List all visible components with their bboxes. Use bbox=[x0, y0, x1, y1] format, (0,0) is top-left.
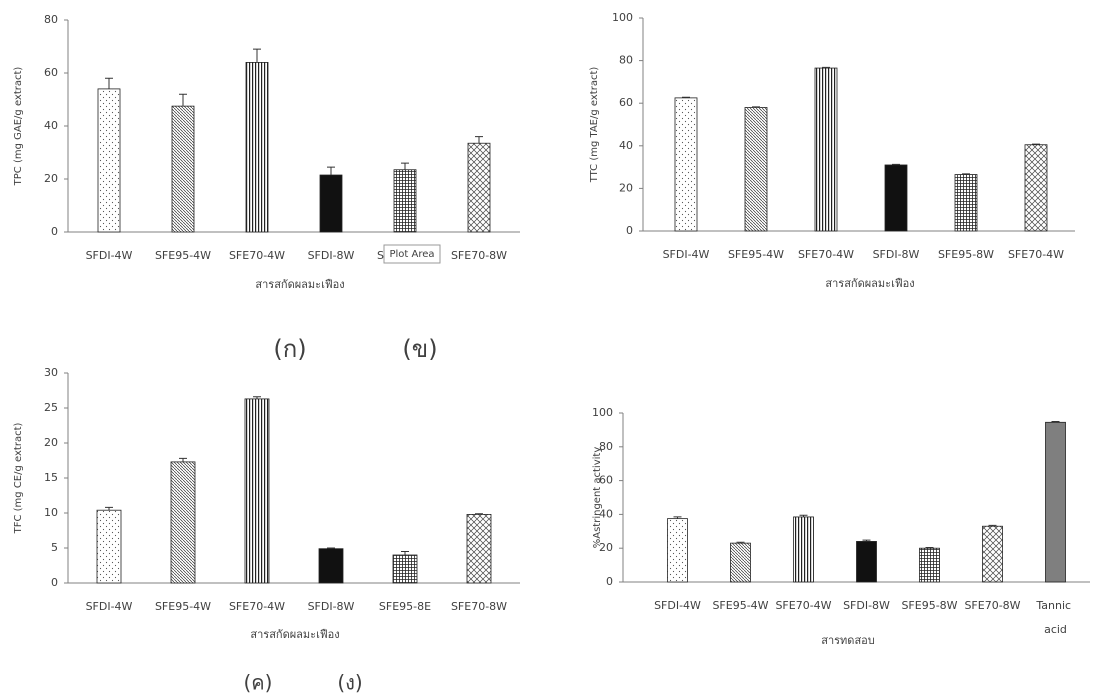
y-tick-label: 60 bbox=[44, 66, 58, 79]
y-tick-label: 0 bbox=[51, 225, 58, 238]
y-tick-label: 80 bbox=[619, 54, 633, 67]
y-tick-label: 0 bbox=[626, 224, 633, 237]
x-tick-label: SFDI-4W bbox=[86, 249, 133, 262]
y-axis-title: TTC (mg TAE/g extract) bbox=[589, 67, 600, 184]
tooltip: Plot Area bbox=[389, 249, 434, 260]
y-tick-label: 30 bbox=[44, 366, 58, 379]
error-bar bbox=[327, 167, 335, 175]
x-axis-title: สารสกัดผลมะเฟือง bbox=[250, 628, 339, 641]
error-bar bbox=[179, 458, 187, 462]
y-tick-label: 0 bbox=[606, 575, 613, 588]
error-bar bbox=[475, 137, 483, 144]
y-tick-label: 20 bbox=[44, 436, 58, 449]
panel-label: (ง) bbox=[337, 671, 362, 695]
bar bbox=[468, 143, 490, 232]
x-tick-label: SFE95-8E bbox=[379, 600, 431, 613]
x-tick-label: SFE70-4W bbox=[1008, 248, 1064, 261]
bar bbox=[245, 399, 269, 583]
page: {"chart_data": [ {"type": "bar", "y_labe… bbox=[0, 0, 1094, 696]
figure: (ก) (ข) (ค) (ง) 0 20 40 60 80 TPC (mg GAE/g e… bbox=[0, 0, 1094, 696]
x-tick-label: SFDI-8W bbox=[873, 248, 920, 261]
bar bbox=[394, 170, 416, 232]
error-bar bbox=[253, 49, 261, 62]
y-tick-label: 100 bbox=[612, 11, 633, 24]
panel-label: (ค) bbox=[244, 671, 273, 695]
x-tick-label: SFE70-4W bbox=[798, 248, 854, 261]
x-tick-label: SFDI-8W bbox=[843, 599, 890, 612]
y-tick-label: 0 bbox=[51, 576, 58, 589]
y-tick-label: 80 bbox=[44, 13, 58, 26]
x-tick-label: SFE70-4W bbox=[229, 600, 285, 613]
error-bar bbox=[401, 552, 409, 556]
bar bbox=[745, 107, 767, 231]
x-axis-title: สารสกัดผลมะเฟือง bbox=[255, 278, 344, 291]
x-tick-label: SFDI-4W bbox=[86, 600, 133, 613]
bar bbox=[98, 89, 120, 232]
chart: 0 5 10 15 20 25 30 TFC (mg CE/g extract) สารสกัด… bbox=[13, 366, 520, 641]
error-bar bbox=[179, 94, 187, 106]
bar bbox=[320, 175, 342, 232]
bar bbox=[920, 548, 940, 582]
bar bbox=[1025, 145, 1047, 231]
y-tick-label: 40 bbox=[44, 119, 58, 132]
x-tick-label: SFE70-4W bbox=[229, 249, 285, 262]
x-tick-label: SFDI-4W bbox=[654, 599, 701, 612]
y-tick-label: 15 bbox=[44, 471, 58, 484]
error-bar bbox=[105, 507, 113, 510]
charts: 0 20 40 60 80 TPC (mg GAE/g extract) สารสกัดผล… bbox=[13, 11, 1090, 647]
x-axis-title: สารสกัดผลมะเฟือง bbox=[825, 277, 914, 290]
bar bbox=[246, 62, 268, 232]
x-tick-label: SFDI-8W bbox=[308, 600, 355, 613]
bar bbox=[857, 541, 877, 582]
bar bbox=[393, 555, 417, 583]
x-tick-label: SFE95-4W bbox=[155, 249, 211, 262]
bar bbox=[983, 526, 1003, 582]
y-tick-label: 20 bbox=[44, 172, 58, 185]
x-tick-label: SFE70-4W bbox=[775, 599, 831, 612]
bar bbox=[467, 514, 491, 583]
bar bbox=[731, 543, 751, 582]
x-tick-label: SFDI-8W bbox=[308, 249, 355, 262]
bar bbox=[794, 517, 814, 582]
chart: 0 20 40 60 80 TPC (mg GAE/g extract) สารสกัดผล… bbox=[13, 13, 520, 291]
y-tick-label: 20 bbox=[619, 181, 633, 194]
bar bbox=[955, 175, 977, 231]
bar bbox=[885, 165, 907, 231]
bar bbox=[1046, 422, 1066, 582]
x-tick-label: SFE95-8W bbox=[938, 248, 994, 261]
bar bbox=[172, 106, 194, 232]
bar bbox=[171, 462, 195, 583]
x-tick-label: SFE70-8W bbox=[964, 599, 1020, 612]
chart: 0 20 40 60 80 100 TTC (mg TAE/g extract) สารสกั… bbox=[589, 11, 1075, 290]
bar bbox=[675, 98, 697, 231]
y-tick-label: 25 bbox=[44, 401, 58, 414]
y-tick-label: 60 bbox=[619, 96, 633, 109]
bar bbox=[668, 519, 688, 582]
bar bbox=[815, 68, 837, 231]
panel-label: (ข) bbox=[402, 335, 437, 363]
y-tick-label: 10 bbox=[44, 506, 58, 519]
x-tick-label: Tannic acid bbox=[1035, 599, 1074, 636]
y-tick-label: 5 bbox=[51, 541, 58, 554]
y-axis-title: TPC (mg GAE/g extract) bbox=[13, 67, 24, 187]
x-tick-label: SFE95-4W bbox=[712, 599, 768, 612]
x-tick-label: SFDI-4W bbox=[663, 248, 710, 261]
error-bar bbox=[105, 78, 113, 89]
x-tick-label: SFE70-8W bbox=[451, 249, 507, 262]
bar bbox=[97, 510, 121, 583]
x-tick-label: SFE70-8W bbox=[451, 600, 507, 613]
panel-label: (ก) bbox=[273, 335, 306, 363]
x-axis-title: สารทดสอบ bbox=[821, 634, 875, 647]
x-tick-label: SFE95-8W bbox=[901, 599, 957, 612]
y-axis-title: TFC (mg CE/g extract) bbox=[13, 423, 24, 535]
y-tick-label: 100 bbox=[592, 406, 613, 419]
y-tick-label: 40 bbox=[619, 139, 633, 152]
x-tick-label: SFE95-4W bbox=[155, 600, 211, 613]
error-bar bbox=[401, 163, 409, 170]
bar bbox=[319, 549, 343, 583]
x-tick-label: SFE95-4W bbox=[728, 248, 784, 261]
y-axis-title: %Astringent activity bbox=[592, 447, 603, 549]
